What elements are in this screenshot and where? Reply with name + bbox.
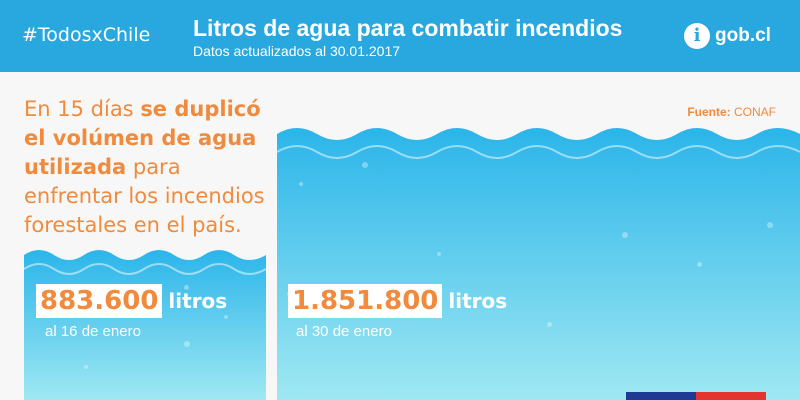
header-bar: #TodosxChile Litros de agua para combati… xyxy=(0,0,800,72)
stat-date-2: al 30 de enero xyxy=(296,323,392,340)
logo-text: gob.cl xyxy=(715,25,771,46)
stat-value: 883.600 xyxy=(36,284,163,318)
stat-value: 1.851.800 xyxy=(288,284,443,318)
info-icon: i xyxy=(684,23,710,49)
flag-red-stripe xyxy=(696,392,766,400)
stat-unit: litros xyxy=(448,289,508,313)
hashtag[interactable]: #TodosxChile xyxy=(22,24,151,46)
source-credit: Fuente: CONAF xyxy=(687,105,776,119)
stat-date-1: al 16 de enero xyxy=(45,323,141,340)
headline-bold: se duplicó el volúmen de agua utilizada xyxy=(24,97,261,179)
headline-part1: En 15 días xyxy=(24,97,141,121)
stat-amount-2: 1.851.800 litros xyxy=(288,284,507,318)
water-panel-large xyxy=(277,112,800,400)
flag-blue-stripe xyxy=(626,392,696,400)
source-label: Fuente: xyxy=(687,105,731,119)
page-subtitle: Datos actualizados al 30.01.2017 xyxy=(193,43,401,59)
gob-logo[interactable]: i gob.cl xyxy=(684,22,771,50)
page-title: Litros de agua para combatir incendios xyxy=(193,15,623,41)
stat-amount-1: 883.600 litros xyxy=(36,284,227,318)
flag-bar xyxy=(626,392,766,400)
stat-unit: litros xyxy=(168,289,228,313)
headline-text: En 15 días se duplicó el volúmen de agua… xyxy=(24,95,274,240)
headline-part2: para enfrentar los incendios forestales … xyxy=(24,155,265,237)
source-value: CONAF xyxy=(734,105,776,119)
